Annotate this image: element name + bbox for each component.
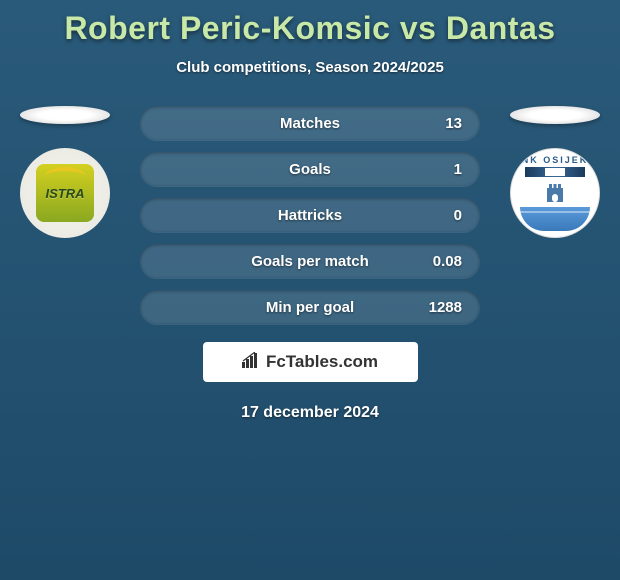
stats-list: Matches 13 Goals 1 Hattricks 0 Goals per… bbox=[140, 106, 480, 324]
player-right-column: NK OSIJEK bbox=[500, 106, 610, 238]
stat-label: Goals per match bbox=[251, 253, 369, 270]
branding-badge: FcTables.com bbox=[203, 342, 418, 382]
castle-icon bbox=[539, 180, 571, 204]
stat-label: Min per goal bbox=[266, 299, 354, 316]
club-badge-left-label: ISTRA bbox=[36, 164, 94, 222]
stat-label: Matches bbox=[280, 115, 340, 132]
chart-icon bbox=[242, 352, 260, 373]
subtitle: Club competitions, Season 2024/2025 bbox=[0, 59, 620, 76]
club-badge-left: ISTRA bbox=[20, 148, 110, 238]
stat-value-right: 1 bbox=[454, 161, 462, 178]
comparison-content: ISTRA NK OSIJEK Matches 13 bbox=[0, 106, 620, 422]
stat-value-right: 0 bbox=[454, 207, 462, 224]
stat-value-right: 13 bbox=[445, 115, 462, 132]
stat-row: Matches 13 bbox=[140, 106, 480, 140]
branding-text: FcTables.com bbox=[266, 352, 378, 372]
stat-row: Goals per match 0.08 bbox=[140, 244, 480, 278]
stat-row: Hattricks 0 bbox=[140, 198, 480, 232]
stat-label: Goals bbox=[289, 161, 331, 178]
stat-row: Min per goal 1288 bbox=[140, 290, 480, 324]
player-right-marker bbox=[510, 106, 600, 124]
player-left-marker bbox=[20, 106, 110, 124]
page-title: Robert Peric-Komsic vs Dantas bbox=[0, 0, 620, 47]
stat-value-right: 0.08 bbox=[433, 253, 462, 270]
stat-value-right: 1288 bbox=[429, 299, 462, 316]
stat-row: Goals 1 bbox=[140, 152, 480, 186]
club-badge-right: NK OSIJEK bbox=[510, 148, 600, 238]
date-text: 17 december 2024 bbox=[0, 404, 620, 422]
stat-label: Hattricks bbox=[278, 207, 342, 224]
club-badge-right-label: NK OSIJEK bbox=[522, 155, 589, 165]
player-left-column: ISTRA bbox=[10, 106, 120, 238]
